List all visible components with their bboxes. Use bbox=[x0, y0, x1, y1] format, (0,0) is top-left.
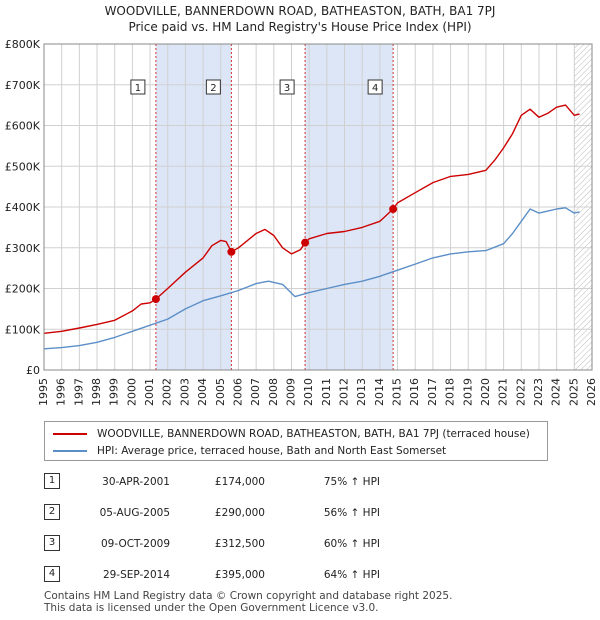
table-row: 1 30-APR-2001 £174,000 75% ↑ HPI bbox=[0, 473, 600, 491]
footer: Contains HM Land Registry data © Crown c… bbox=[44, 590, 452, 614]
hpi-line bbox=[43, 207, 580, 350]
x-tick-label: 2007 bbox=[249, 378, 262, 406]
sale-marker-box bbox=[130, 79, 146, 95]
sale-price: £312,500 bbox=[214, 538, 265, 550]
sale-date: 30-APR-2001 bbox=[102, 476, 170, 488]
y-tick-label: £200K bbox=[5, 283, 41, 296]
x-tick-label: 2018 bbox=[444, 378, 457, 406]
y-tick-label: £700K bbox=[5, 79, 41, 92]
sale-number-badge: 3 bbox=[44, 535, 60, 551]
sale-price: £395,000 bbox=[214, 569, 265, 581]
sale-number-badge: 2 bbox=[44, 504, 60, 520]
sale-date: 29-SEP-2014 bbox=[102, 569, 170, 581]
x-tick-label: 2013 bbox=[355, 378, 368, 406]
legend-property-label: WOODVILLE, BANNERDOWN ROAD, BATHEASTON, … bbox=[97, 428, 530, 440]
x-tick-label: 2020 bbox=[479, 378, 492, 406]
sale-date: 09-OCT-2009 bbox=[101, 538, 170, 550]
x-tick-label: 2000 bbox=[125, 378, 138, 406]
x-tick-label: 2004 bbox=[196, 378, 209, 406]
x-tick-label: 2010 bbox=[302, 378, 315, 406]
sale-point bbox=[301, 238, 310, 247]
legend: WOODVILLE, BANNERDOWN ROAD, BATHEASTON, … bbox=[44, 421, 548, 461]
sale-price: £290,000 bbox=[214, 507, 265, 519]
sale-number-badge: 1 bbox=[44, 473, 60, 489]
x-tick-label: 2009 bbox=[284, 378, 297, 406]
table-row: 2 05-AUG-2005 £290,000 56% ↑ HPI bbox=[0, 504, 600, 522]
y-tick-label: £600K bbox=[5, 120, 41, 133]
footer-licence: This data is licensed under the Open Gov… bbox=[44, 602, 379, 614]
sale-marker-label: 2 bbox=[210, 83, 216, 94]
x-tick-label: 1998 bbox=[90, 378, 103, 406]
sale-marker-label: 4 bbox=[372, 83, 378, 94]
sale-point bbox=[151, 295, 160, 304]
x-tick-label: 2003 bbox=[178, 378, 191, 406]
x-tick-label: 2008 bbox=[267, 378, 280, 406]
x-tick-label: 2017 bbox=[426, 378, 439, 406]
x-tick-label: 2024 bbox=[550, 378, 563, 406]
y-tick-label: £800K bbox=[5, 38, 41, 51]
legend-property-swatch bbox=[53, 433, 87, 435]
sale-marker-box bbox=[367, 79, 383, 95]
x-tick-label: 2002 bbox=[161, 378, 174, 406]
x-tick-label: 1997 bbox=[72, 378, 85, 406]
sale-point bbox=[227, 247, 236, 256]
x-tick-label: 2012 bbox=[338, 378, 351, 406]
x-tick-label: 2005 bbox=[214, 378, 227, 406]
chart-title-line2: Price paid vs. HM Land Registry's House … bbox=[128, 20, 472, 34]
x-tick-label: 2021 bbox=[497, 378, 510, 406]
x-tick-label: 2015 bbox=[391, 378, 404, 406]
x-tick-label: 2001 bbox=[143, 378, 156, 406]
x-tick-label: 2023 bbox=[532, 378, 545, 406]
sale-marker-box bbox=[279, 79, 295, 95]
sale-price: £174,000 bbox=[214, 476, 265, 488]
x-tick-label: 2022 bbox=[514, 378, 527, 406]
sale-marker-box bbox=[205, 79, 221, 95]
table-row: 4 29-SEP-2014 £395,000 64% ↑ HPI bbox=[0, 566, 600, 584]
sale-number-badge: 4 bbox=[44, 566, 60, 582]
y-tick-label: £300K bbox=[5, 242, 41, 255]
sale-hpi-change: 60% ↑ HPI bbox=[323, 538, 380, 550]
x-tick-label: 2019 bbox=[461, 378, 474, 406]
footer-copyright: Contains HM Land Registry data © Crown c… bbox=[44, 590, 453, 602]
x-tick-label: 2006 bbox=[231, 378, 244, 406]
sale-date: 05-AUG-2005 bbox=[99, 507, 170, 519]
sale-marker-label: 1 bbox=[135, 83, 141, 94]
price-chart: £0 £100K £200K £300K £400K £500K £600K £700K £80… bbox=[5, 38, 598, 406]
table-row: 3 09-OCT-2009 £312,500 60% ↑ HPI bbox=[0, 535, 600, 553]
legend-hpi-label: HPI: Average price, terraced house, Bath… bbox=[97, 445, 447, 457]
plot-frame bbox=[43, 43, 593, 371]
chart-title-line1: WOODVILLE, BANNERDOWN ROAD, BATHEASTON, … bbox=[104, 4, 496, 18]
legend-hpi-swatch bbox=[53, 450, 87, 452]
y-tick-label: £100K bbox=[5, 323, 41, 336]
sale-hpi-change: 75% ↑ HPI bbox=[323, 476, 380, 488]
x-tick-label: 2026 bbox=[585, 378, 598, 406]
y-tick-label: £0 bbox=[26, 364, 40, 377]
x-tick-label: 1996 bbox=[55, 378, 68, 406]
x-tick-label: 1999 bbox=[108, 378, 121, 406]
x-tick-label: 2014 bbox=[373, 378, 386, 406]
sale-marker-label: 3 bbox=[284, 83, 290, 94]
sale-hpi-change: 56% ↑ HPI bbox=[323, 507, 380, 519]
y-tick-label: £500K bbox=[5, 160, 41, 173]
x-tick-label: 1995 bbox=[37, 378, 50, 406]
sale-hpi-change: 64% ↑ HPI bbox=[323, 569, 380, 581]
x-tick-label: 2025 bbox=[567, 378, 580, 406]
x-tick-label: 2016 bbox=[408, 378, 421, 406]
y-tick-label: £400K bbox=[5, 201, 41, 214]
sale-point bbox=[389, 205, 398, 214]
x-tick-label: 2011 bbox=[320, 378, 333, 406]
